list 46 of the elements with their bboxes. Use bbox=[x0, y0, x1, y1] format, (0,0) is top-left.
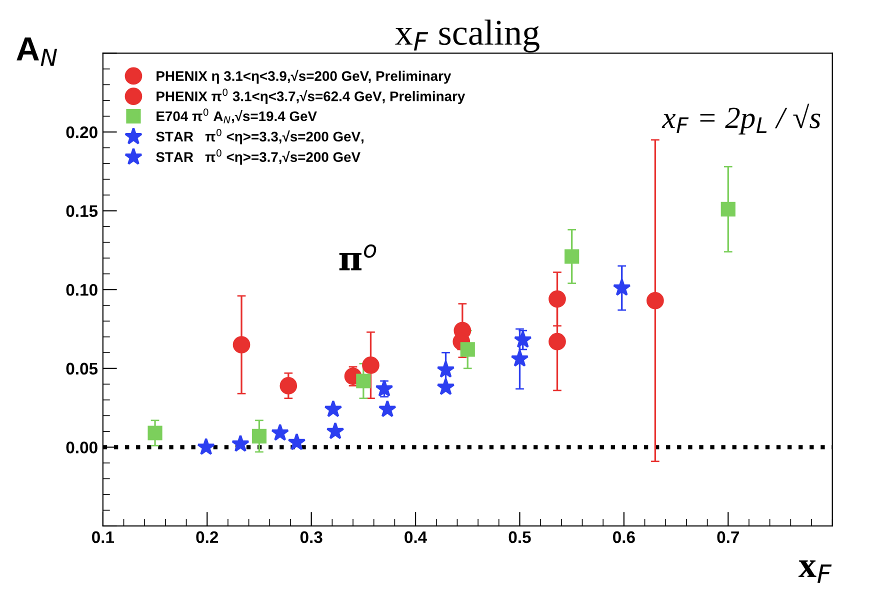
point bbox=[375, 380, 394, 397]
point bbox=[460, 342, 475, 357]
point bbox=[510, 350, 529, 367]
point bbox=[362, 356, 380, 374]
point bbox=[326, 422, 344, 440]
point bbox=[232, 336, 250, 354]
point bbox=[548, 332, 566, 350]
point bbox=[324, 400, 342, 418]
y-tick-label: 0.05 bbox=[66, 362, 98, 375]
y-tick-label: 0.00 bbox=[66, 442, 98, 454]
legend-label: STAR π$^{0}$ <η>=3.3,√s=200 GeV, bbox=[156, 128, 364, 144]
y-tick-label: 0.20 bbox=[66, 126, 98, 138]
legend-label: PHENIX π$^{0}$ 3.1<η<3.7,√s=62.4 GeV, Preliminary bbox=[156, 88, 466, 104]
x-tick-label: 0.6 bbox=[613, 531, 635, 544]
point bbox=[271, 424, 290, 441]
x-axis-title: x$_{F}$ bbox=[798, 560, 832, 583]
point bbox=[436, 378, 455, 396]
point bbox=[646, 292, 664, 310]
y-axis-title: A$_{N}$ bbox=[16, 37, 57, 66]
annotation: π$^{o}$ bbox=[339, 244, 376, 270]
point bbox=[378, 400, 396, 418]
x-tick-label: 0.5 bbox=[508, 531, 531, 544]
x-tick-label: 0.4 bbox=[404, 531, 428, 544]
annotation: x$_{F}$ = 2p$_{L}$ / √s bbox=[662, 104, 820, 134]
point bbox=[356, 374, 371, 388]
legend-label: STAR π$^{0}$ <η>=3.7,√s=200 GeV bbox=[156, 149, 360, 165]
y-tick-label: 0.10 bbox=[66, 284, 98, 296]
x-tick-label: 0.7 bbox=[717, 531, 739, 544]
x-tick-label: 0.3 bbox=[300, 531, 322, 544]
x-tick-label: 0.2 bbox=[196, 531, 218, 544]
point bbox=[232, 434, 250, 452]
point bbox=[280, 377, 298, 394]
point bbox=[612, 278, 631, 296]
x-tick-label: 0.1 bbox=[92, 531, 114, 544]
chart-title: x$_{F}$ scaling bbox=[395, 20, 540, 52]
point bbox=[197, 438, 216, 455]
y-tick-label: 0.15 bbox=[66, 205, 98, 217]
point bbox=[564, 249, 580, 264]
legend-label: E704 π$^{0}$ A$_{N}$,√s=19.4 GeV bbox=[156, 108, 317, 124]
point bbox=[288, 433, 306, 450]
point bbox=[148, 426, 162, 440]
legend-label: PHENIX η 3.1<η<3.9,√s=200 GeV, Preliminary bbox=[156, 70, 452, 84]
point bbox=[252, 428, 267, 444]
point bbox=[720, 202, 736, 217]
point bbox=[436, 360, 455, 378]
point bbox=[548, 290, 566, 308]
